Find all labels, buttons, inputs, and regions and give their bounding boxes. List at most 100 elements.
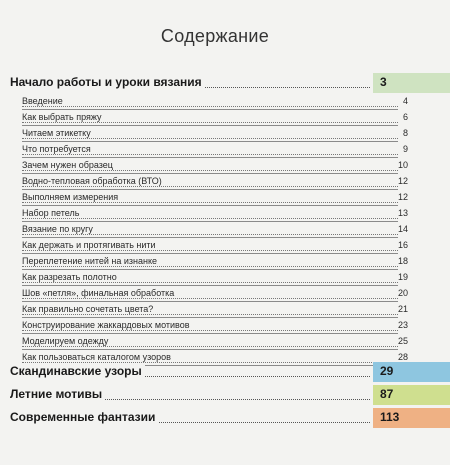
toc-item-label: Моделируем одежду [20, 336, 111, 346]
dotted-leader [22, 330, 398, 331]
dotted-leader [22, 186, 398, 187]
toc-item-label: Конструирование жаккардовых мотивов [20, 320, 192, 330]
toc-item[interactable]: Как пользоваться каталогом узоров 28 [0, 352, 450, 366]
dotted-leader [10, 422, 370, 423]
underline [22, 269, 398, 270]
section-title: Начало работы и уроки вязания [10, 75, 205, 89]
toc-item-label: Набор петель [20, 208, 82, 218]
toc-item-page: 10 [392, 160, 408, 170]
section-page-number: 3 [380, 75, 387, 89]
section-color-band [373, 385, 450, 405]
section-title: Летние мотивы [10, 387, 106, 401]
toc-item[interactable]: Как выбрать пряжу 6 [0, 112, 450, 126]
toc-item[interactable]: Конструирование жаккардовых мотивов 23 [0, 320, 450, 334]
section-color-band [373, 362, 450, 382]
toc-item[interactable]: Вязание по кругу 14 [0, 224, 450, 238]
dotted-leader [22, 218, 398, 219]
toc-item[interactable]: Шов «петля», финальная обработка 20 [0, 288, 450, 302]
toc-item[interactable]: Как держать и протягивать нити 16 [0, 240, 450, 254]
toc-item-page: 12 [392, 176, 408, 186]
dotted-leader [22, 202, 398, 203]
underline [22, 221, 398, 222]
dotted-leader [22, 362, 398, 363]
underline [22, 109, 398, 110]
toc-item-label: Введение [20, 96, 65, 106]
toc-item-label: Как правильно сочетать цвета? [20, 304, 156, 314]
dotted-leader [22, 106, 398, 107]
toc-item-page: 21 [392, 304, 408, 314]
toc-item-page: 18 [392, 256, 408, 266]
toc-section-summer[interactable]: Летние мотивы 87 [0, 385, 450, 405]
toc-item[interactable]: Зачем нужен образец 10 [0, 160, 450, 174]
toc-item[interactable]: Что потребуется 9 [0, 144, 450, 158]
underline [22, 205, 398, 206]
toc-item[interactable]: Как правильно сочетать цвета? 21 [0, 304, 450, 318]
underline [22, 285, 398, 286]
underline [22, 301, 398, 302]
dotted-leader [22, 170, 398, 171]
toc-item-page: 13 [392, 208, 408, 218]
toc-item-label: Как пользоваться каталогом узоров [20, 352, 173, 362]
toc-item-page: 9 [392, 144, 408, 154]
toc-item-label: Шов «петля», финальная обработка [20, 288, 177, 298]
toc-item-label: Как держать и протягивать нити [20, 240, 158, 250]
toc-section-modern[interactable]: Современные фантазии 113 [0, 408, 450, 428]
underline [22, 317, 398, 318]
toc-item-page: 25 [392, 336, 408, 346]
toc-item-page: 4 [392, 96, 408, 106]
underline [22, 125, 398, 126]
toc-item-label: Зачем нужен образец [20, 160, 115, 170]
section-page-number: 113 [380, 410, 400, 424]
dotted-leader [22, 298, 398, 299]
underline [22, 141, 398, 142]
toc-item[interactable]: Набор петель 13 [0, 208, 450, 222]
underline [22, 253, 398, 254]
dotted-leader [10, 399, 370, 400]
underline [22, 349, 398, 350]
toc-item-label: Переплетение нитей на изнанке [20, 256, 160, 266]
toc-item-page: 19 [392, 272, 408, 282]
underline [22, 333, 398, 334]
dotted-leader [22, 138, 398, 139]
section-title: Скандинавские узоры [10, 364, 145, 378]
toc-item-label: Что потребуется [20, 144, 93, 154]
toc-item-page: 28 [392, 352, 408, 362]
section-color-band [373, 73, 450, 93]
section-page-number: 29 [380, 364, 394, 378]
toc-item-page: 16 [392, 240, 408, 250]
toc-item[interactable]: Введение 4 [0, 96, 450, 110]
underline [22, 157, 398, 158]
toc-item[interactable]: Читаем этикетку 8 [0, 128, 450, 142]
section-title: Современные фантазии [10, 410, 159, 424]
toc-item[interactable]: Выполняем измерения 12 [0, 192, 450, 206]
toc-item[interactable]: Переплетение нитей на изнанке 18 [0, 256, 450, 270]
underline [22, 189, 398, 190]
toc-item-label: Читаем этикетку [20, 128, 93, 138]
toc-item[interactable]: Моделируем одежду 25 [0, 336, 450, 350]
dotted-leader [22, 266, 398, 267]
section-color-band [373, 408, 450, 428]
dotted-leader [22, 314, 398, 315]
toc-item[interactable]: Водно-тепловая обработка (ВТО) 12 [0, 176, 450, 190]
toc-item-page: 23 [392, 320, 408, 330]
dotted-leader [22, 122, 398, 123]
dotted-leader [22, 282, 398, 283]
underline [22, 237, 398, 238]
toc-item-page: 8 [392, 128, 408, 138]
toc-item-label: Как разрезать полотно [20, 272, 119, 282]
toc-item-page: 12 [392, 192, 408, 202]
dotted-leader [10, 376, 370, 377]
toc-item-label: Как выбрать пряжу [20, 112, 104, 122]
underline [22, 365, 398, 366]
toc-item-page: 6 [392, 112, 408, 122]
dotted-leader [22, 234, 398, 235]
section-page-number: 87 [380, 387, 394, 401]
page-title: Содержание [160, 26, 270, 46]
underline [22, 173, 398, 174]
toc-section-scandinavian[interactable]: Скандинавские узоры 29 [0, 362, 450, 382]
toc-item-page: 20 [392, 288, 408, 298]
toc-section-getting-started[interactable]: Начало работы и уроки вязания 3 [0, 73, 450, 93]
toc-item[interactable]: Как разрезать полотно 19 [0, 272, 450, 286]
toc-item-label: Водно-тепловая обработка (ВТО) [20, 176, 164, 186]
